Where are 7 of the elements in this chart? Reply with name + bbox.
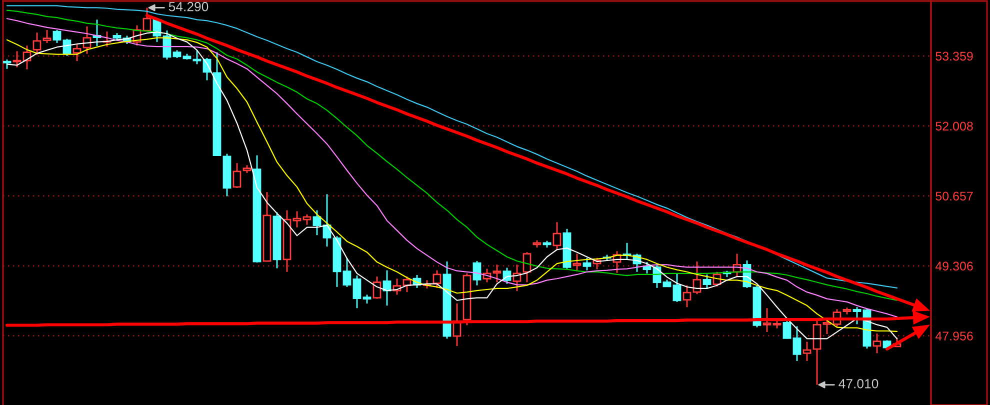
y-tick-label: 53.359	[936, 52, 973, 61]
y-tick-label: 49.306	[935, 262, 973, 271]
annotation: 54.290	[168, 2, 208, 12]
y-tick-label: 47.956	[935, 332, 973, 340]
annotation: 47.010	[838, 379, 878, 388]
y-tick-label: 52.008	[936, 122, 973, 131]
y-tick-label: 50.657	[936, 192, 973, 201]
